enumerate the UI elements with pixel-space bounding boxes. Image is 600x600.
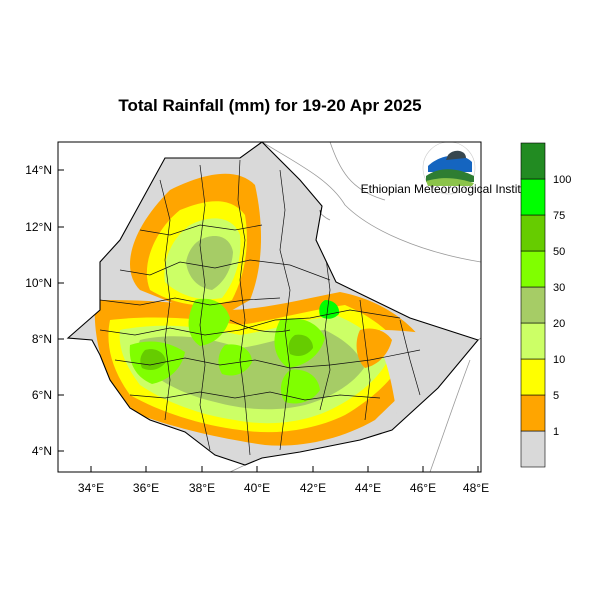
met-institute-logo: Ethiopian Meteorological Institute — [361, 141, 538, 196]
lon-tick-label: 44°E — [355, 481, 381, 495]
logo-label: Ethiopian Meteorological Institute — [361, 182, 538, 196]
colorbar-swatch — [520, 250, 546, 288]
plot-frame — [57, 141, 482, 473]
lat-tick-label: 4°N — [32, 444, 52, 458]
lat-axis: 14°N 12°N 10°N 8°N 6°N 4°N — [25, 163, 64, 458]
admin-boundaries — [99, 159, 421, 456]
colorbar-swatch — [520, 430, 546, 468]
colorbar-swatch — [520, 358, 546, 396]
lon-tick-label: 36°E — [133, 481, 159, 495]
lon-tick-label: 48°E — [463, 481, 489, 495]
lon-tick-label: 46°E — [410, 481, 436, 495]
colorbar-swatch — [520, 178, 546, 216]
country-outline — [66, 141, 479, 466]
colorbar-label: 5 — [553, 390, 559, 402]
lon-axis: 34°E 36°E 38°E 40°E 42°E 44°E 46°E 48°E — [78, 466, 489, 495]
lat-tick-label: 12°N — [25, 220, 52, 234]
lat-tick-label: 8°N — [32, 332, 52, 346]
colorbar-label: 50 — [553, 246, 565, 258]
lat-tick-label: 10°N — [25, 276, 52, 290]
colorbar-swatch — [520, 142, 546, 180]
lat-tick-label: 14°N — [25, 163, 52, 177]
cloud-icon — [446, 150, 466, 160]
colorbar-swatch — [520, 286, 546, 324]
colorbar-label: 100 — [553, 174, 571, 186]
logo-ground — [426, 178, 474, 186]
colorbar-swatch — [520, 214, 546, 252]
colorbar-label: 1 — [553, 426, 559, 438]
map-title: Total Rainfall (mm) for 19-20 Apr 2025 — [118, 96, 422, 115]
logo-sky — [428, 155, 472, 172]
lon-tick-label: 34°E — [78, 481, 104, 495]
colorbar-label: 20 — [553, 318, 565, 330]
lon-tick-label: 40°E — [244, 481, 270, 495]
colorbar-swatch — [520, 394, 546, 432]
colorbar: 1 5 10 20 30 50 75 100 — [520, 142, 571, 468]
lon-tick-label: 38°E — [189, 481, 215, 495]
colorbar-swatch — [520, 322, 546, 360]
lat-tick-label: 6°N — [32, 388, 52, 402]
neighbor-boundaries — [229, 142, 481, 472]
colorbar-label: 30 — [553, 282, 565, 294]
colorbar-label: 75 — [553, 210, 565, 222]
colorbar-label: 10 — [553, 354, 565, 366]
lon-tick-label: 42°E — [300, 481, 326, 495]
